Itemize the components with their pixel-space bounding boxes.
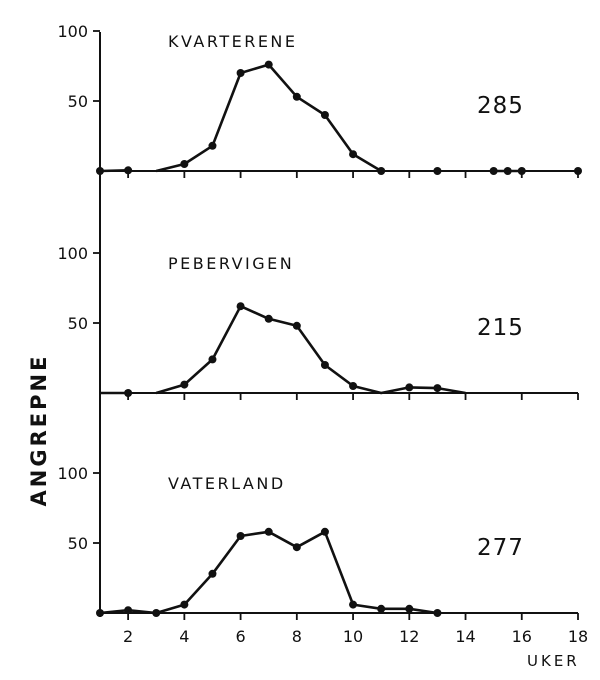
panel-1-data-point bbox=[320, 111, 329, 119]
panel-3-data-point bbox=[264, 527, 273, 536]
panel-1-data-point bbox=[433, 167, 442, 175]
panel-3-y-tick-label: 100 bbox=[57, 464, 88, 483]
panel-1-data-point bbox=[124, 166, 133, 175]
x-axis-unit: UKER bbox=[527, 652, 580, 670]
panel-2-data-point bbox=[349, 382, 358, 390]
panel-3-data-point bbox=[377, 604, 386, 613]
panel-3-data-point bbox=[124, 606, 133, 615]
panel-2-total: 215 bbox=[477, 315, 524, 341]
panel-1-y-tick-label: 100 bbox=[57, 22, 88, 41]
x-tick-label: 4 bbox=[179, 627, 189, 646]
panel-2-data-point bbox=[236, 302, 245, 311]
panel-1-series-line bbox=[99, 169, 129, 173]
panel-3-data-point bbox=[236, 532, 245, 540]
x-tick-label: 8 bbox=[292, 627, 302, 646]
x-tick-label: 6 bbox=[235, 627, 245, 646]
panel-2-data-point bbox=[292, 321, 301, 330]
panel-2-data-point bbox=[180, 380, 189, 389]
panel-3-data-point bbox=[180, 600, 189, 609]
panel-3-data-point bbox=[349, 600, 358, 609]
panel-1-data-point bbox=[489, 167, 498, 175]
panel-3-data-point bbox=[405, 604, 414, 613]
x-tick-label: 16 bbox=[512, 627, 532, 646]
panel-3-title: VATERLAND bbox=[168, 474, 286, 493]
marks-layer bbox=[96, 60, 582, 617]
panel-2-data-point bbox=[124, 389, 133, 397]
panel-2-title: PEBERVIGEN bbox=[168, 254, 294, 273]
panel-3-data-point bbox=[152, 609, 161, 617]
panel-1-data-point bbox=[180, 160, 189, 168]
panel-3-series-line bbox=[99, 530, 438, 615]
panel-3-data-point bbox=[96, 609, 104, 617]
panel-3-y-tick-label: 50 bbox=[68, 534, 88, 553]
panel-3-data-point bbox=[292, 543, 301, 552]
panel-1-data-point bbox=[377, 167, 386, 175]
text-layer: 50 100 KVARTERENE 285 50 100 PEBERVIGEN 215 50 10… bbox=[57, 22, 588, 646]
x-tick-label: 10 bbox=[343, 627, 363, 646]
x-tick-label: 14 bbox=[455, 627, 475, 646]
panel-3-total: 277 bbox=[477, 535, 524, 561]
panel-2-data-point bbox=[433, 384, 442, 393]
panel-2-y-tick-label: 50 bbox=[68, 314, 88, 333]
x-tick-label: 12 bbox=[399, 627, 419, 646]
panel-2-data-point bbox=[264, 314, 273, 323]
panel-1-total: 285 bbox=[477, 93, 524, 119]
panel-1-data-point bbox=[503, 167, 512, 175]
panel-1-data-point bbox=[96, 167, 104, 175]
panel-1-series-line bbox=[155, 63, 382, 173]
x-tick-label: 18 bbox=[568, 627, 588, 646]
x-tick-label: 2 bbox=[123, 627, 133, 646]
panel-1-y-tick-label: 50 bbox=[68, 92, 88, 111]
panel-1-title: KVARTERENE bbox=[168, 32, 298, 51]
panel-3-data-point bbox=[433, 609, 442, 617]
panel-1-data-point bbox=[236, 69, 245, 77]
panel-3-data-point bbox=[320, 527, 329, 536]
panel-2-series-line bbox=[155, 304, 466, 395]
panel-1-data-point bbox=[264, 60, 273, 69]
panel-2-y-tick-label: 100 bbox=[57, 244, 88, 263]
panel-2-data-point bbox=[405, 383, 414, 392]
panel-1-data-point bbox=[517, 167, 526, 175]
panel-3-data-point bbox=[208, 569, 217, 578]
panel-1-data-point bbox=[574, 167, 582, 175]
axes-layer bbox=[93, 30, 579, 620]
panel-2-data-point bbox=[320, 361, 329, 369]
panel-1-data-point bbox=[292, 92, 301, 101]
panel-1-data-point bbox=[208, 141, 217, 150]
panel-2-data-point bbox=[208, 355, 217, 364]
panel-1-data-point bbox=[349, 150, 358, 159]
y-axis-title: ANGREPNE bbox=[27, 354, 51, 507]
